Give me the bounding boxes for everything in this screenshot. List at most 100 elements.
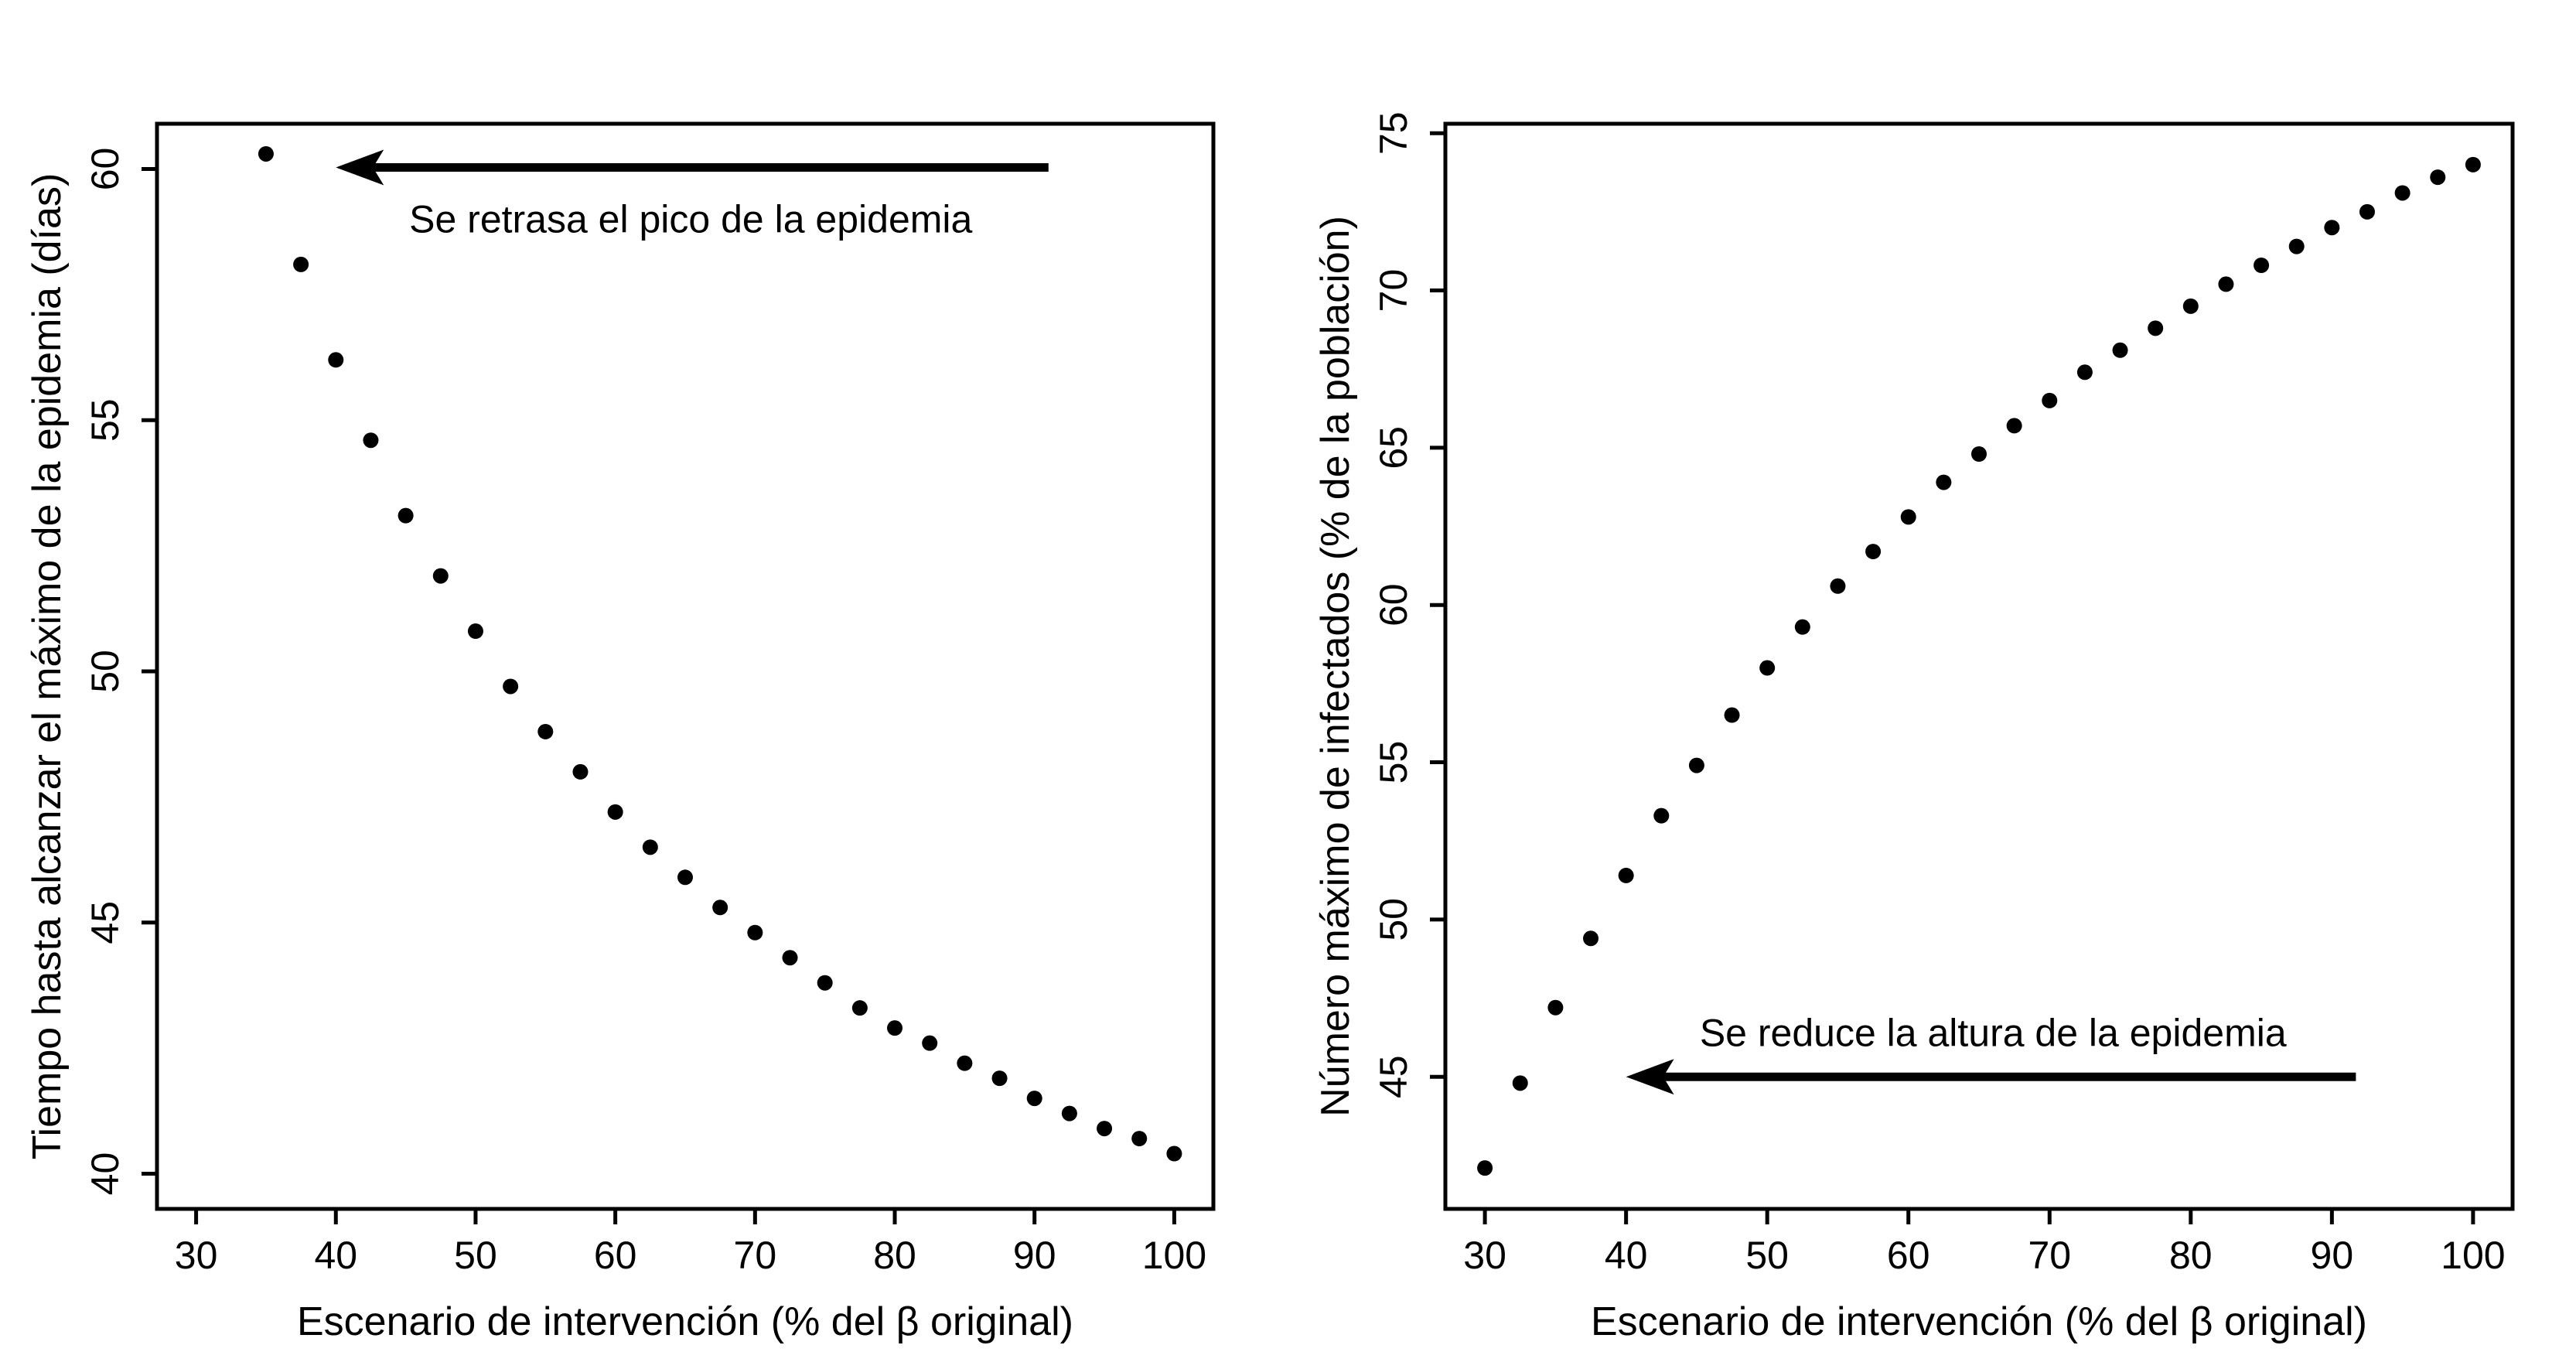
data-point (2394, 185, 2411, 201)
data-point (467, 623, 483, 640)
data-point (1512, 1075, 1528, 1091)
y-tick-label: 50 (84, 650, 127, 693)
data-point (1583, 930, 1599, 947)
data-point (2430, 169, 2446, 186)
data-point (2254, 258, 2270, 273)
data-point (503, 678, 519, 695)
data-point (363, 432, 379, 449)
x-tick-label: 100 (1142, 1234, 1206, 1277)
x-tick-label: 60 (594, 1234, 637, 1277)
data-point (677, 869, 693, 886)
data-point (2076, 364, 2093, 381)
data-point (1794, 619, 1810, 635)
data-point (747, 924, 763, 941)
data-point (1477, 1160, 1493, 1176)
data-point (397, 507, 414, 524)
data-point (1547, 999, 1564, 1016)
data-point (2359, 203, 2375, 220)
x-tick-label: 90 (1013, 1234, 1056, 1277)
data-point (2112, 342, 2128, 358)
data-point (1830, 578, 1846, 594)
data-point (782, 950, 798, 966)
plot-box (155, 121, 1216, 1211)
data-point (817, 975, 833, 991)
x-tick-label: 40 (1605, 1234, 1648, 1277)
x-tick-label: 90 (2311, 1234, 2354, 1277)
y-tick-label: 40 (84, 1152, 127, 1196)
data-point (1618, 867, 1634, 883)
data-point (1026, 1091, 1042, 1107)
y-tick-label: 45 (84, 901, 127, 944)
data-point (851, 1000, 868, 1016)
data-point (2182, 298, 2199, 314)
y-tick-label: 55 (84, 398, 127, 442)
annotation-arrow-head (1626, 1059, 1674, 1095)
data-point (1166, 1145, 1182, 1162)
data-point (887, 1020, 903, 1036)
x-tick-label: 70 (734, 1234, 777, 1277)
x-tick-label: 50 (454, 1234, 497, 1277)
y-tick-label: 60 (84, 148, 127, 191)
x-axis-title: Escenario de intervención (% del β origi… (297, 1299, 1073, 1344)
y-tick-label: 50 (1372, 898, 1415, 941)
data-point (1759, 660, 1776, 676)
y-tick-label: 65 (1372, 426, 1415, 469)
data-point (607, 804, 623, 820)
data-point (1688, 757, 1704, 773)
x-axis-title: Escenario de intervención (% del β origi… (1591, 1299, 2367, 1344)
data-point (432, 568, 449, 584)
plot-box (1443, 121, 2515, 1211)
data-point (1936, 474, 1952, 490)
data-point (712, 900, 728, 916)
x-tick-label: 80 (2169, 1234, 2213, 1277)
x-tick-label: 30 (1463, 1234, 1506, 1277)
data-point (957, 1055, 973, 1071)
data-point (1061, 1105, 1077, 1121)
y-tick-label: 55 (1372, 741, 1415, 784)
data-point (2218, 276, 2234, 292)
data-point (2148, 320, 2164, 336)
x-tick-label: 30 (175, 1234, 218, 1277)
y-axis-title: Número máximo de infectados (% de la pob… (1313, 216, 1358, 1117)
data-point (537, 723, 554, 739)
y-tick-label: 60 (1372, 583, 1415, 626)
data-point (922, 1035, 938, 1051)
data-point (1900, 509, 1916, 525)
right-panel: 30 40 50 60 70 80 90 100 45 50 55 60 65 70 75 Escenario… (1313, 111, 2515, 1344)
x-tick-label: 60 (1887, 1234, 1930, 1277)
data-point (2288, 238, 2305, 254)
data-point (293, 256, 309, 272)
annotation-text: Se retrasa el pico de la epidemia (409, 197, 972, 241)
data-point (1971, 446, 1987, 462)
data-point (328, 352, 344, 368)
data-point (1131, 1131, 1148, 1147)
data-point (572, 763, 589, 780)
data-point (991, 1070, 1008, 1087)
data-points (258, 145, 1182, 1162)
data-point (1097, 1121, 1113, 1137)
data-point (258, 145, 274, 162)
data-point (2465, 156, 2481, 172)
x-tick-label: 100 (2441, 1234, 2505, 1277)
data-point (2042, 392, 2058, 408)
annotation-text: Se reduce la altura de la epidemia (1700, 1011, 2287, 1054)
y-tick-label: 75 (1372, 111, 1415, 155)
data-point (2006, 418, 2022, 434)
data-point (1865, 544, 1882, 560)
x-tick-label: 50 (1745, 1234, 1789, 1277)
x-tick-label: 40 (314, 1234, 357, 1277)
annotation-arrow-head (336, 149, 384, 186)
x-tick-label: 70 (2028, 1234, 2071, 1277)
y-axis-title: Tiempo hasta alcanzar el máximo de la ep… (25, 173, 70, 1160)
x-tick-label: 80 (873, 1234, 916, 1277)
data-point (2324, 220, 2340, 236)
left-panel: 30 40 50 60 70 80 90 100 40 45 50 55 60 Escenario de … (25, 121, 1216, 1344)
y-tick-label: 45 (1372, 1055, 1415, 1098)
data-points (1477, 156, 2481, 1176)
data-point (642, 839, 658, 855)
y-tick-label: 70 (1372, 269, 1415, 312)
data-point (1724, 707, 1740, 723)
data-point (1653, 807, 1670, 824)
